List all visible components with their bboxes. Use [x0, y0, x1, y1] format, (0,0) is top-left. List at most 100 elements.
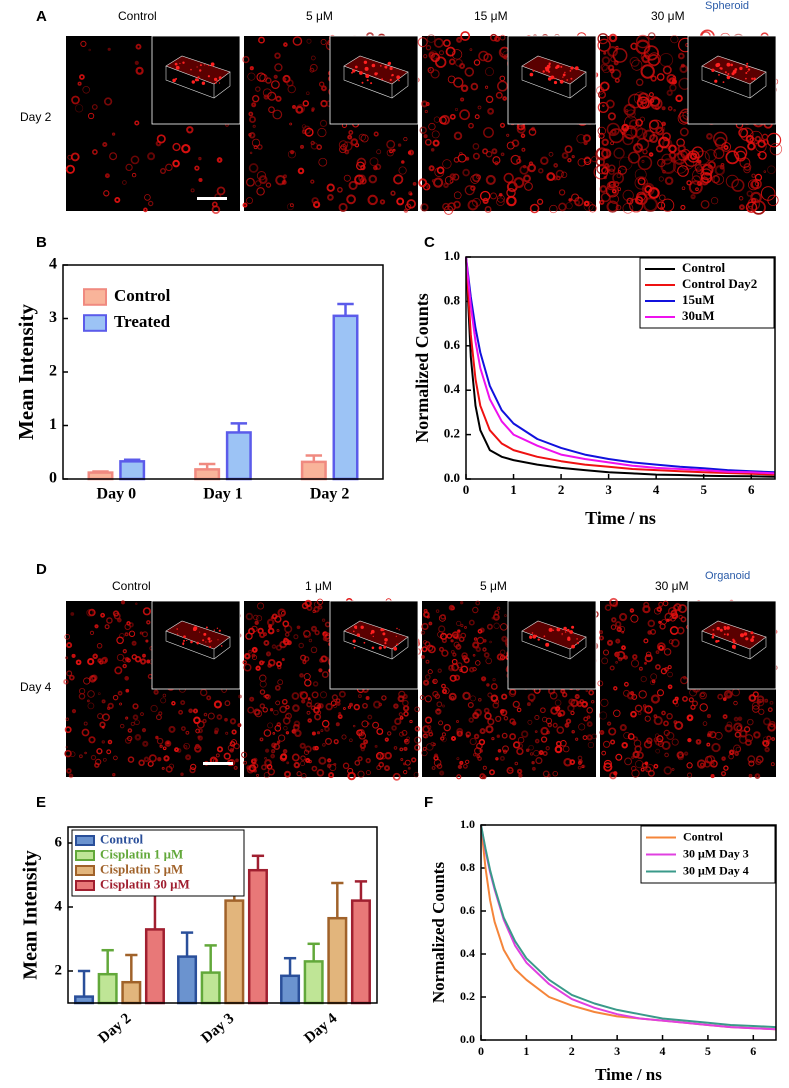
cell: [373, 700, 381, 709]
cell: [553, 163, 559, 168]
cell: [248, 116, 256, 124]
cell: [350, 138, 359, 146]
inset-cell: [183, 639, 185, 642]
cell: [438, 625, 446, 633]
cell: [198, 156, 202, 161]
cell: [453, 674, 461, 681]
cell: [425, 45, 432, 51]
inset-cell: [217, 639, 219, 641]
cell: [70, 152, 80, 162]
cell: [706, 714, 712, 719]
cell: [267, 768, 275, 776]
cell: [757, 152, 761, 157]
cell: [310, 179, 315, 184]
cell: [81, 728, 90, 737]
inset-cell: [543, 635, 546, 638]
cell: [427, 729, 433, 734]
cell: [304, 745, 312, 753]
cell: [763, 170, 767, 173]
cell: [599, 711, 608, 720]
inset-cell: [363, 60, 368, 64]
cell: [248, 163, 259, 173]
legend-swatch: [83, 288, 107, 306]
cell: [229, 718, 237, 725]
cell: [485, 657, 493, 665]
cell: [536, 198, 544, 205]
cell: [477, 756, 482, 761]
cell: [456, 620, 462, 626]
cell: [497, 80, 508, 92]
cell: [533, 750, 540, 757]
cell: [453, 77, 464, 88]
inset-cell: [352, 69, 356, 73]
inset: [687, 600, 777, 690]
micrograph: [65, 35, 241, 215]
cell: [381, 695, 387, 701]
cell: [663, 766, 672, 775]
cell: [456, 730, 463, 737]
cell: [648, 92, 654, 98]
cell: [758, 708, 765, 715]
cell: [606, 200, 619, 213]
cell: [561, 152, 569, 159]
cell: [403, 746, 408, 751]
cell: [603, 740, 611, 748]
x-tick-label: 6: [750, 1044, 756, 1058]
cell: [619, 612, 628, 622]
cell: [296, 771, 302, 777]
x-tick-label: 1: [523, 1044, 529, 1058]
cell: [658, 601, 664, 608]
cell: [600, 698, 609, 707]
cell: [89, 630, 95, 636]
cell: [512, 700, 520, 709]
cell: [464, 625, 467, 629]
cell: [122, 663, 127, 669]
cell: [710, 197, 719, 205]
cell: [202, 718, 207, 724]
inset-cell: [193, 626, 198, 631]
cell: [256, 187, 265, 196]
inset-cell: [711, 68, 715, 73]
cell: [765, 739, 771, 745]
cell: [443, 724, 451, 732]
cell: [638, 666, 643, 671]
cell: [134, 60, 139, 66]
cell: [299, 691, 309, 700]
cell: [264, 757, 267, 760]
cell: [320, 39, 327, 45]
inset-cell: [371, 63, 376, 68]
column-label: 30 μM: [651, 9, 685, 23]
cell: [360, 747, 365, 752]
cell: [735, 746, 742, 753]
bar: [247, 868, 268, 1005]
cell: [743, 163, 752, 171]
cell: [691, 146, 704, 159]
cell: [671, 768, 675, 771]
cell: [311, 108, 315, 112]
cell: [255, 665, 261, 671]
cell: [66, 642, 73, 649]
cell: [500, 649, 506, 655]
cell: [617, 187, 622, 191]
cell: [745, 201, 758, 213]
cell: [597, 680, 604, 687]
cell: [647, 32, 656, 40]
cell: [178, 709, 184, 715]
cell: [321, 719, 330, 728]
cell: [267, 722, 274, 729]
cell: [552, 722, 558, 728]
cell: [86, 609, 94, 617]
cell: [97, 713, 104, 720]
inset-cell: [209, 646, 212, 648]
cell: [284, 714, 290, 719]
cell: [259, 689, 266, 695]
cell: [667, 671, 673, 678]
cell: [725, 691, 732, 698]
cell: [464, 185, 475, 196]
cell: [470, 185, 476, 191]
cell: [673, 109, 676, 112]
cell: [454, 107, 459, 112]
cell: [453, 633, 459, 639]
cell: [602, 649, 610, 656]
cell: [622, 202, 634, 214]
